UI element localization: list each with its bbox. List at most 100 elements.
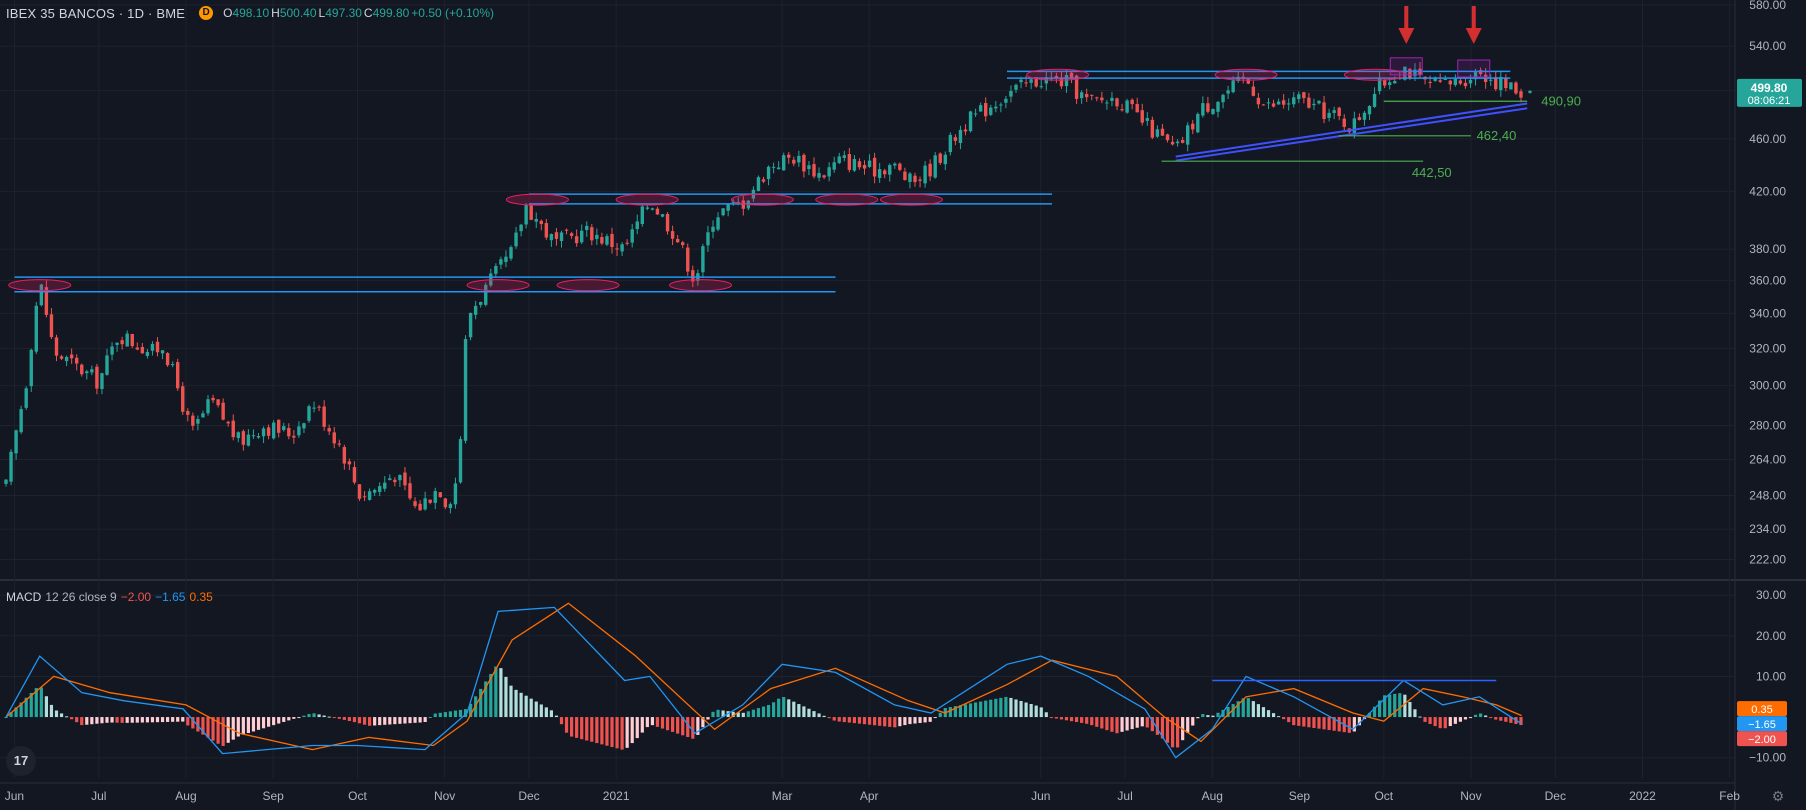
- macd-hist-bar: [272, 717, 276, 726]
- macd-hist-bar: [963, 704, 968, 718]
- macd-hist-bar: [49, 704, 54, 718]
- candle-body: [968, 111, 973, 132]
- candle-body: [1079, 92, 1084, 99]
- macd-hist-bar: [1468, 717, 1473, 719]
- macd-hist-bar: [191, 717, 195, 729]
- candle-body: [282, 426, 286, 430]
- candle-body: [862, 165, 867, 169]
- symbol-title[interactable]: IBEX 35 BANCOS · 1D · BME: [6, 5, 186, 21]
- candle-body: [105, 355, 109, 375]
- macd-hist-bar: [928, 717, 932, 722]
- candle-body: [665, 213, 670, 232]
- support-level-label: 490,90: [1541, 93, 1581, 108]
- bar-countdown: 08:06:21: [1748, 95, 1791, 107]
- macd-hist-bar: [1009, 697, 1013, 718]
- macd-hist-bar: [1186, 717, 1190, 733]
- macd-hist-bar: [570, 717, 574, 737]
- macd-hist-bar: [645, 717, 649, 728]
- candle-body: [660, 214, 665, 217]
- candle-body: [271, 422, 276, 439]
- macd-hist-bar: [913, 717, 917, 724]
- macd-name[interactable]: MACD: [6, 590, 42, 604]
- macd-hist-bar: [554, 715, 559, 718]
- candle-body: [554, 232, 559, 239]
- macd-hist-bar: [241, 717, 245, 735]
- macd-hist-bar: [221, 717, 225, 746]
- candle-body: [1448, 80, 1452, 85]
- tradingview-logo-icon[interactable]: 17: [6, 746, 36, 776]
- candle-body: [1095, 97, 1099, 99]
- macd-hist-bar: [332, 717, 336, 719]
- macd-hist-bar: [105, 717, 109, 723]
- macd-hist-bar: [90, 717, 94, 725]
- macd-hist-bar: [317, 714, 321, 718]
- candle-body: [928, 163, 932, 177]
- macd-hist-bar: [19, 702, 23, 718]
- macd-hist-bar: [504, 676, 508, 718]
- price-tick-label: 460.00: [1749, 132, 1786, 146]
- macd-hist-bar: [1393, 693, 1397, 718]
- price-tick-label: 580.00: [1749, 0, 1786, 12]
- macd-hist-bar: [1519, 717, 1523, 726]
- candle-body: [721, 208, 725, 216]
- macd-hist-bar: [867, 717, 872, 725]
- time-tick-label: Jun: [1031, 789, 1050, 803]
- macd-hist-bar: [842, 717, 846, 723]
- price-tick-label: 234.00: [1749, 522, 1786, 536]
- candle-body: [44, 287, 49, 315]
- candle-body: [1069, 72, 1074, 79]
- change-value: +0.50 (+0.10%): [411, 6, 495, 20]
- candle-body: [711, 226, 715, 232]
- candle-body: [978, 105, 983, 112]
- gear-icon[interactable]: ⚙: [1771, 788, 1785, 804]
- candle-body: [408, 483, 412, 499]
- macd-hist-bar: [514, 689, 518, 718]
- macd-hist-bar: [216, 717, 220, 744]
- macd-hist-bar: [539, 704, 543, 718]
- candle-body: [529, 205, 533, 220]
- candle-body: [1175, 141, 1180, 144]
- macd-hist-bar: [292, 717, 296, 719]
- macd-hist-bar: [1443, 717, 1447, 729]
- macd-hist-bar: [1463, 717, 1468, 720]
- macd-hist-bar: [852, 717, 856, 724]
- price-tick-label: 540.00: [1749, 39, 1786, 53]
- candle-body: [918, 179, 922, 181]
- macd-hist-bar: [1438, 717, 1442, 729]
- macd-hist-bar: [1408, 701, 1412, 718]
- last-price-value: 499.80: [1751, 81, 1788, 95]
- macd-hist-bar: [620, 717, 624, 750]
- candle-body: [1160, 128, 1165, 136]
- macd-hist-bar: [1014, 699, 1018, 718]
- macd-hist-bar: [761, 706, 766, 718]
- candle-body: [1443, 78, 1447, 80]
- candle-body: [686, 247, 690, 272]
- macd-hist-bar: [559, 717, 564, 725]
- macd-hist-bar: [388, 717, 392, 725]
- macd-hist-bar: [1115, 717, 1119, 734]
- macd-hist-bar: [1034, 705, 1038, 718]
- macd-hist-bar: [1105, 717, 1109, 731]
- macd-hist-bar: [746, 711, 750, 718]
- candle-body: [872, 157, 877, 177]
- macd-hist-bar: [751, 709, 755, 718]
- macd-hist-bar: [660, 717, 665, 729]
- macd-hist-bar: [1322, 717, 1326, 730]
- macd-hist-bar: [256, 717, 261, 730]
- macd-hist-bar: [923, 717, 927, 723]
- price-tick-label: 264.00: [1749, 452, 1786, 466]
- candle-body: [1438, 80, 1442, 82]
- candle-body: [655, 208, 660, 215]
- candle-body: [317, 406, 321, 408]
- macd-hist-bar: [1312, 717, 1316, 728]
- candle-body: [176, 362, 180, 389]
- candle-body: [837, 156, 841, 164]
- candle-body: [675, 238, 680, 243]
- candle-body: [1170, 141, 1175, 145]
- macd-hist-bar: [1423, 717, 1427, 722]
- candle-body: [615, 248, 619, 250]
- macd-hist-bar: [120, 717, 124, 723]
- candle-body: [312, 407, 316, 409]
- candle-body: [883, 170, 887, 175]
